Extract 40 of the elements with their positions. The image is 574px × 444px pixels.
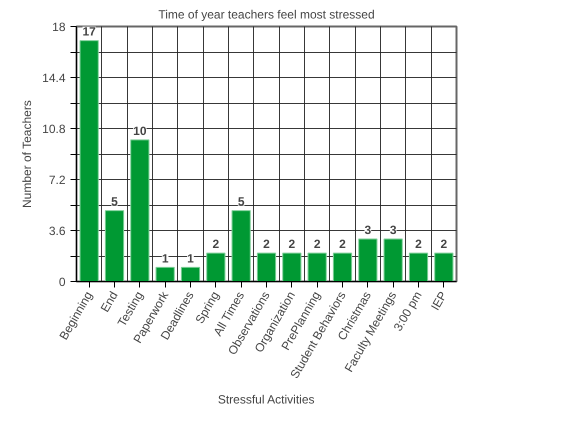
bar <box>358 238 378 282</box>
data-label: 2 <box>212 237 220 252</box>
y-tick-label: 3.6 <box>48 224 66 238</box>
bar <box>308 252 327 282</box>
bar <box>130 139 150 282</box>
bar <box>206 252 226 282</box>
bar <box>180 266 200 282</box>
data-label: 2 <box>415 237 422 252</box>
bar <box>384 238 403 282</box>
y-tick-label: 7.2 <box>48 173 66 187</box>
bar <box>256 252 276 282</box>
data-label: 2 <box>339 237 346 252</box>
data-label: 10 <box>133 124 147 138</box>
bar <box>232 210 251 282</box>
data-label: 2 <box>263 237 270 252</box>
data-label: 2 <box>314 237 321 252</box>
data-label: 2 <box>440 237 448 252</box>
chart-title: Time of year teachers feel most stressed <box>158 8 375 22</box>
y-axis-title: Number of Teachers <box>20 100 34 208</box>
data-label: 2 <box>288 237 296 252</box>
bar <box>80 40 99 282</box>
data-label: 5 <box>238 194 245 209</box>
y-tick-label: 18 <box>52 20 66 34</box>
bar <box>156 266 175 282</box>
data-label: 1 <box>187 251 194 266</box>
bar <box>434 252 454 282</box>
y-tick-label: 14.4 <box>42 71 66 85</box>
data-label: 1 <box>162 251 169 266</box>
data-label: 5 <box>111 194 118 209</box>
x-tick-label: IEP <box>428 289 450 313</box>
bar <box>332 252 352 282</box>
y-tick-label: 10.8 <box>42 122 66 136</box>
data-label: 3 <box>364 223 372 237</box>
bar <box>282 252 302 282</box>
bar <box>104 210 124 282</box>
bar <box>408 252 428 282</box>
x-axis-title: Stressful Activities <box>218 392 315 406</box>
y-tick-label: 0 <box>58 275 66 289</box>
data-label: 17 <box>82 24 96 39</box>
data-label: 3 <box>390 223 397 237</box>
